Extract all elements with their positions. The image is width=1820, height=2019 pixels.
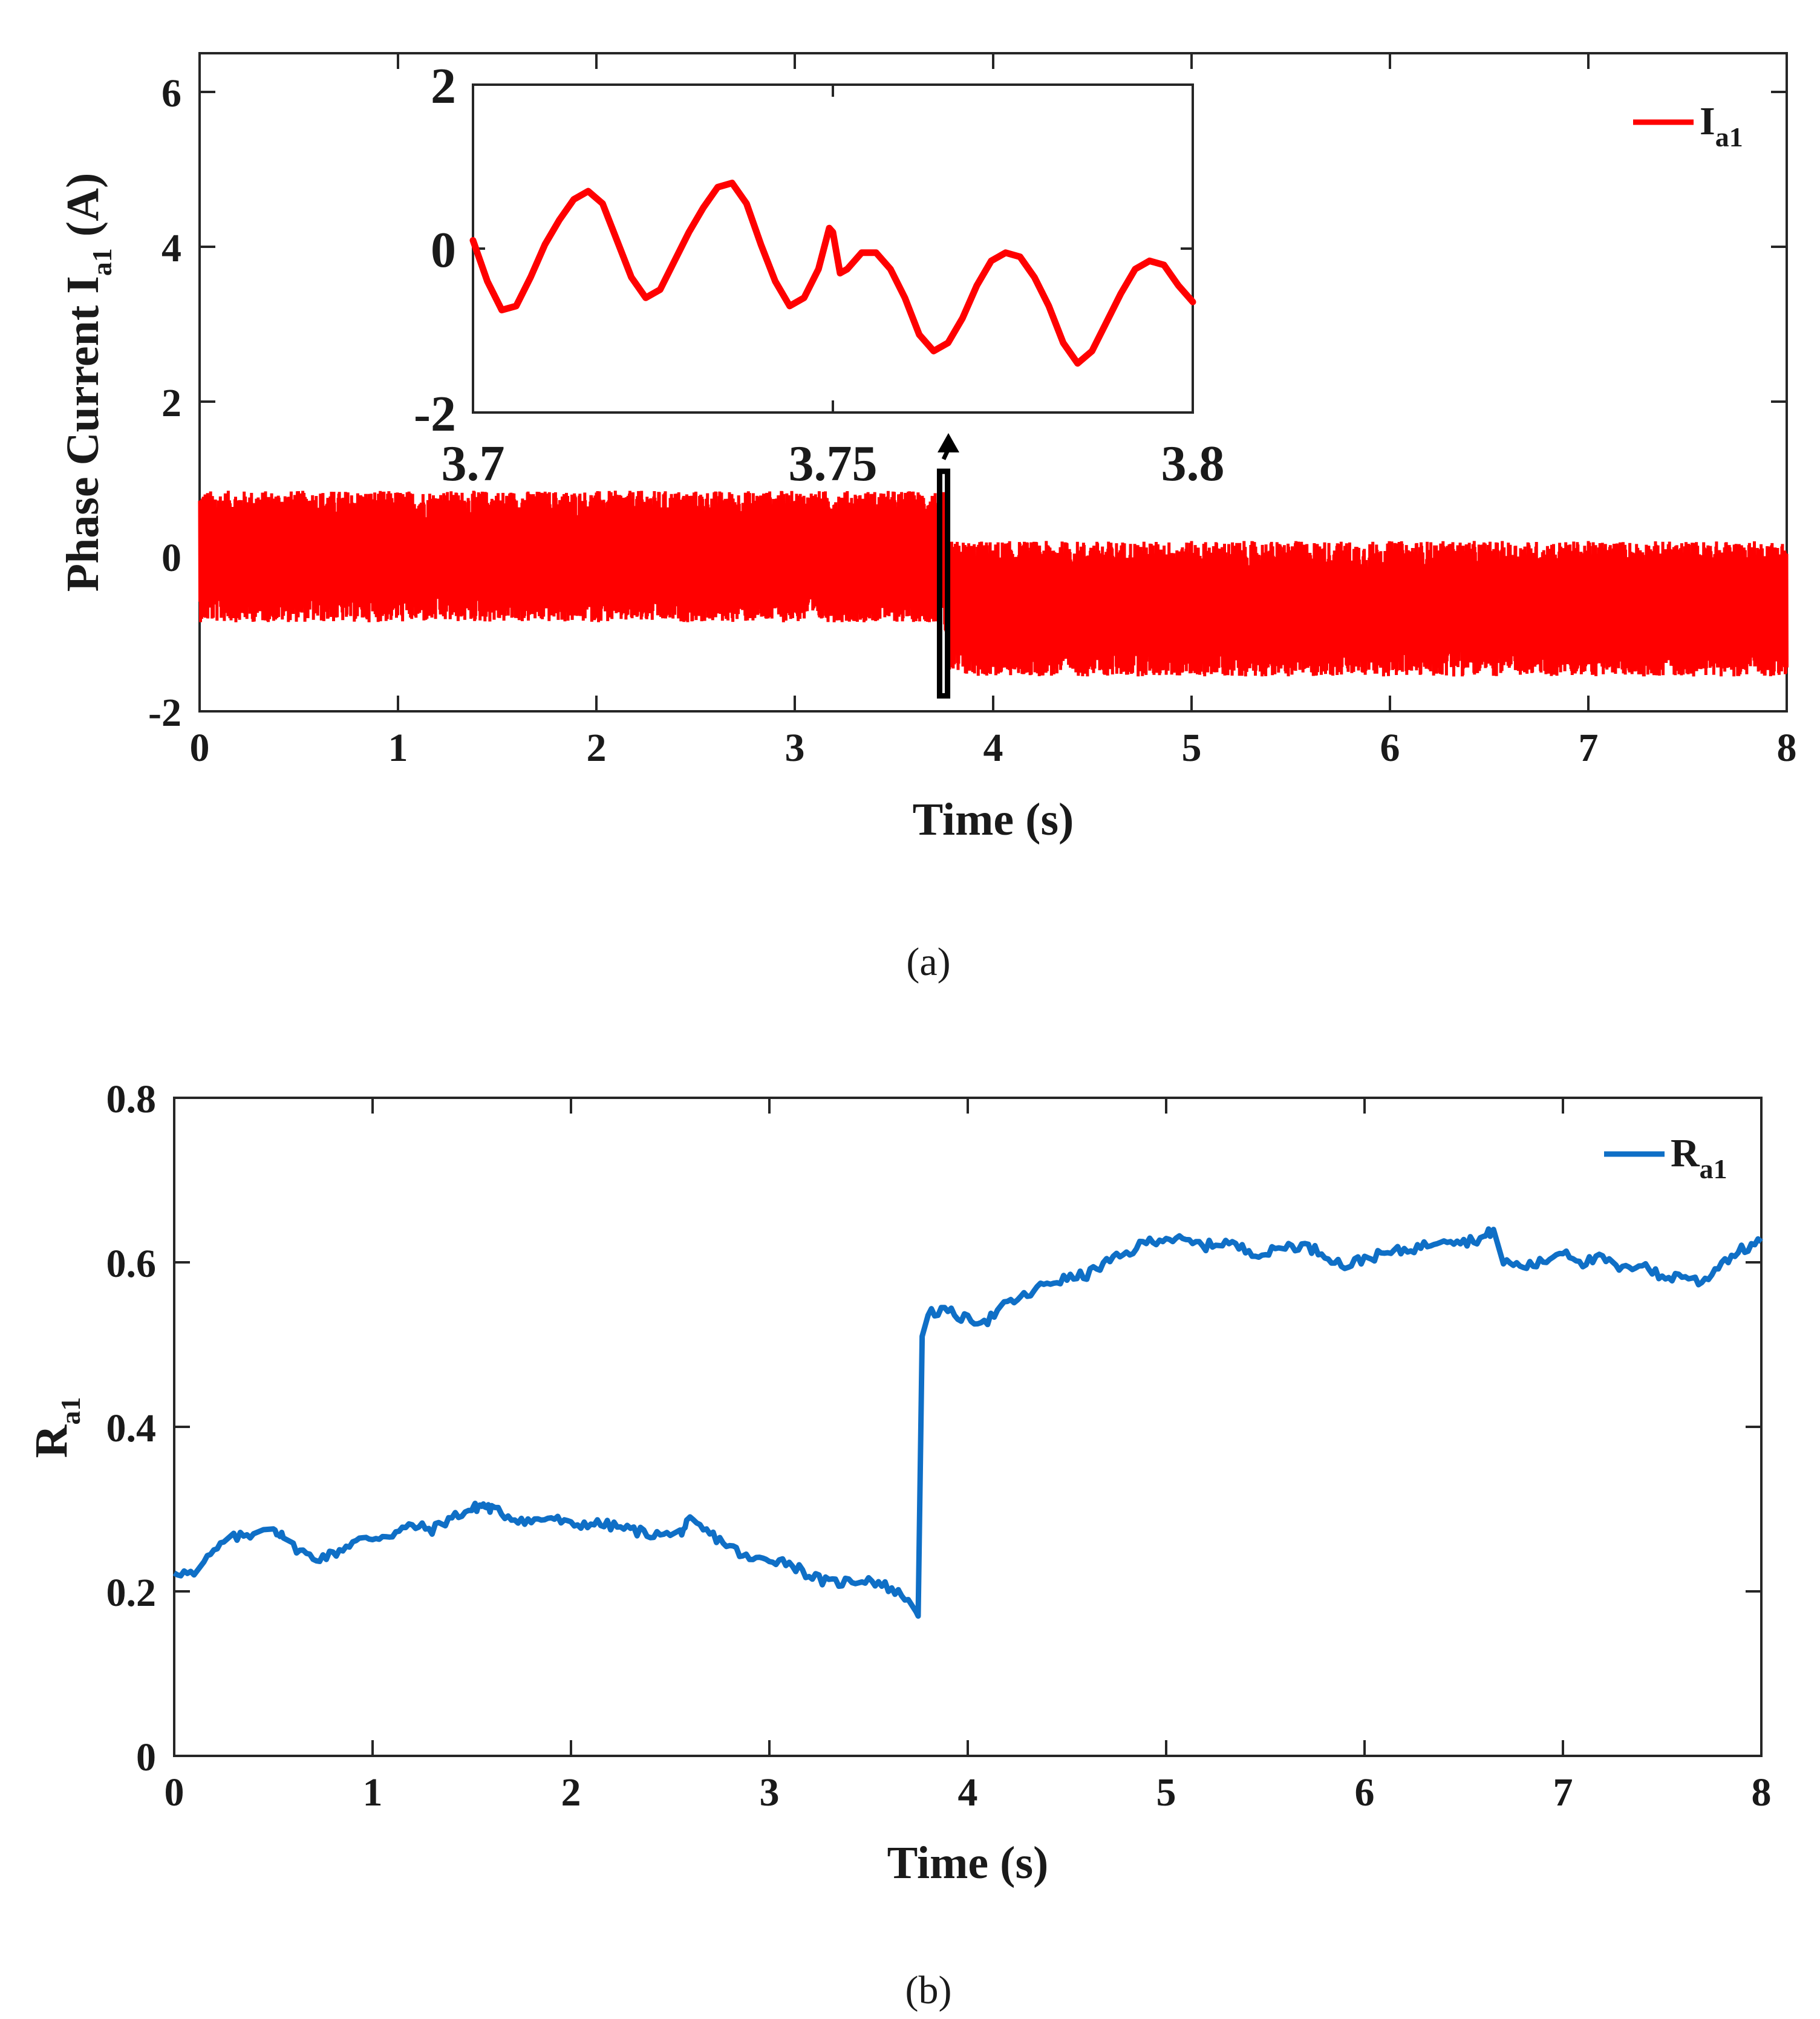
zoom-box: [936, 468, 951, 699]
inset-tick-labels: 3.7 3.75 3.8 -2 0 2: [414, 58, 1224, 492]
panel-a-caption: (a): [906, 940, 950, 984]
x-tick-label: 4: [983, 726, 1003, 770]
y-tick-label: 2: [431, 58, 456, 114]
series-line-ra1: [172, 1226, 1763, 1619]
y-tick-label: 4: [161, 226, 181, 270]
inset-series-line: [469, 180, 1196, 367]
panel-b-x-axis-label: Time (s): [887, 1838, 1049, 1888]
x-tick-label: 3.8: [1161, 435, 1225, 492]
y-tick-label: -2: [148, 691, 181, 735]
y-tick-label: 0.4: [106, 1406, 157, 1450]
panel-b-legend: Ra1: [1604, 1131, 1727, 1184]
inset-ticks: [472, 83, 1194, 414]
y-tick-label: 0.2: [106, 1571, 157, 1615]
x-tick-label: 1: [388, 726, 408, 770]
x-tick-label: 3: [760, 1770, 780, 1815]
x-tick-label: 6: [1355, 1770, 1375, 1815]
x-tick-label: 4: [958, 1770, 978, 1815]
x-tick-label: 5: [1182, 726, 1202, 770]
panel-a-legend: Ia1: [1633, 99, 1743, 152]
panel-b-y-axis-label: Ra1: [26, 1397, 86, 1458]
panel-a-series: [198, 491, 1789, 677]
panel-b-chart: 0 1 2 3 4 5 6 7 800.20.40.60.8 Time (s) Ra1 Ra1 …: [26, 1077, 1772, 2012]
legend-label-ia1: Ia1: [1700, 99, 1743, 152]
x-tick-label: 3.7: [442, 435, 505, 492]
y-tick-label: 0.8: [106, 1077, 157, 1121]
x-tick-label: 3.75: [789, 435, 878, 492]
series-line-ia1: [198, 491, 1789, 677]
x-tick-label: 7: [1579, 726, 1599, 770]
x-tick-label: 8: [1777, 726, 1797, 770]
x-tick-label: 3: [785, 726, 805, 770]
x-tick-label: 2: [587, 726, 607, 770]
panel-b-plot-frame: [173, 1097, 1763, 1757]
y-tick-label: 2: [161, 381, 181, 425]
panel-a-y-axis-label: Phase Current Ia1 (A): [57, 173, 117, 592]
x-tick-label: 0: [165, 1770, 184, 1815]
x-tick-label: 8: [1752, 1770, 1772, 1815]
legend-label-ra1: Ra1: [1671, 1131, 1727, 1184]
y-tick-label: 6: [161, 71, 181, 116]
zoom-arrow-head: [938, 433, 959, 452]
x-tick-label: 5: [1156, 1770, 1176, 1815]
x-tick-label: 0: [190, 726, 210, 770]
y-tick-label: 0.6: [106, 1242, 157, 1286]
panel-b-ticks: [173, 1097, 1763, 1757]
x-tick-label: 1: [363, 1770, 383, 1815]
y-tick-label: -2: [414, 386, 456, 442]
y-tick-label: 0: [431, 222, 456, 278]
x-tick-label: 2: [561, 1770, 581, 1815]
y-tick-label: 0: [136, 1735, 156, 1779]
panel-a-x-axis-label: Time (s): [913, 794, 1074, 845]
x-tick-label: 6: [1380, 726, 1400, 770]
panel-b-tick-labels: 0 1 2 3 4 5 6 7 8 0 0.2 0.4 0.6 0.8: [106, 1077, 1772, 1815]
y-tick-label: 0: [161, 536, 181, 580]
panel-b-caption: (b): [905, 1968, 952, 2012]
x-tick-label: 7: [1553, 1770, 1573, 1815]
